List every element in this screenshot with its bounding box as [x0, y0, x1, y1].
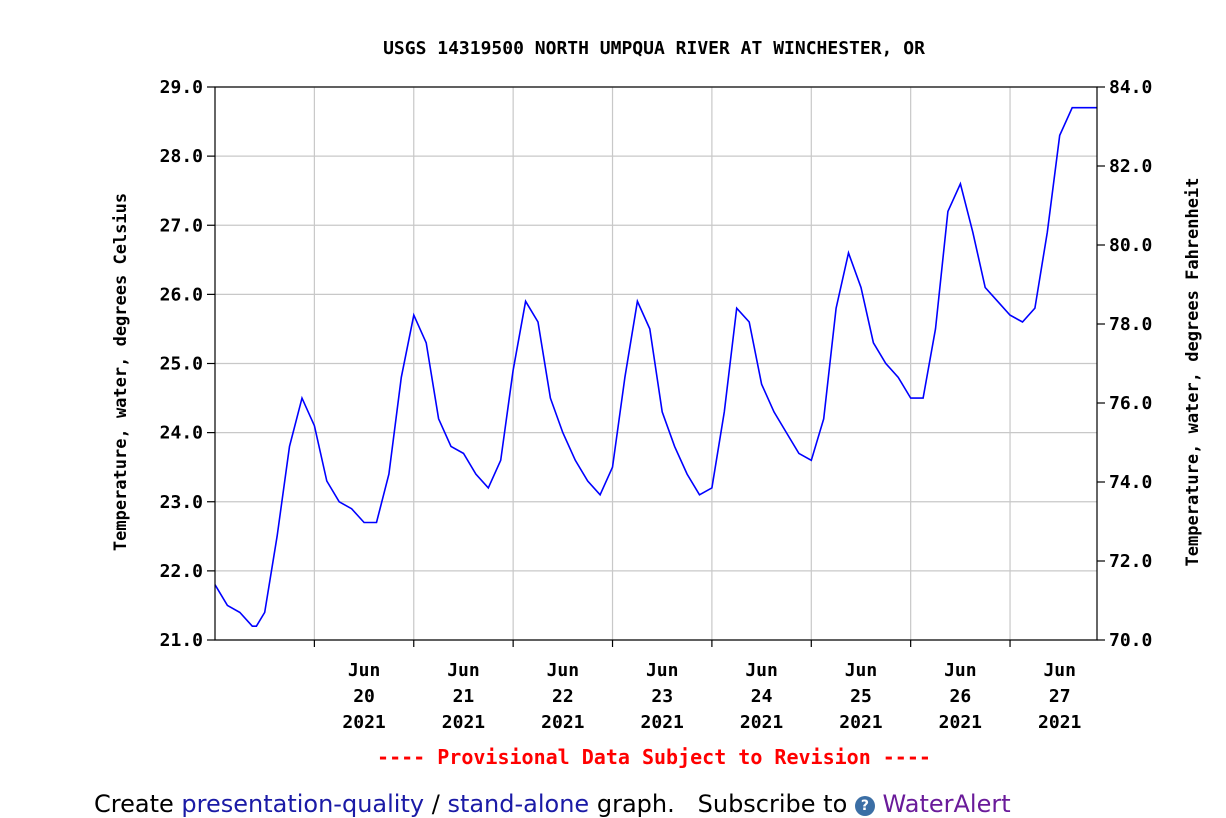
wateralert-link[interactable]: WaterAlert [882, 790, 1011, 818]
y-right-tick-label: 72.0 [1109, 551, 1152, 572]
x-tick-label: Jun 26 2021 [939, 660, 982, 733]
y-tick-label: 27.0 [160, 215, 203, 236]
y-right-tick-label: 70.0 [1109, 630, 1152, 651]
grid-lines [215, 86, 1097, 641]
y-axis-label-right: Temperature, water, degrees Fahrenheit [1183, 178, 1203, 567]
slash-text: / [431, 790, 440, 818]
temperature-series-line [214, 106, 1097, 627]
y-tick-label: 22.0 [160, 561, 203, 582]
x-tick-label: Jun 22 2021 [541, 660, 584, 733]
x-tick-label: Jun 21 2021 [442, 660, 485, 733]
right-y-axis: 70.0 72.0 74.0 76.0 78.0 80.0 82.0 84.0 [1097, 77, 1152, 651]
subscribe-text: Subscribe to [697, 790, 848, 818]
x-tick-label: Jun 24 2021 [740, 660, 783, 733]
graph-text: graph. [596, 790, 675, 818]
graph-footer: Create presentation-quality / stand-alon… [94, 790, 1011, 818]
y-right-tick-label: 80.0 [1109, 235, 1152, 256]
y-tick-label: 25.0 [160, 354, 203, 375]
y-right-tick-label: 78.0 [1109, 314, 1152, 335]
plot-frame [214, 86, 1098, 641]
hydrograph-chart: USGS 14319500 NORTH UMPQUA RIVER AT WINC… [111, 38, 1203, 769]
y-tick-label: 28.0 [160, 146, 203, 167]
x-axis: Jun 20 2021 Jun 21 2021 Jun 22 2021 Jun 23 2021 Jun 2… [313, 640, 1081, 733]
y-right-tick-label: 74.0 [1109, 472, 1152, 493]
y-right-tick-label: 82.0 [1109, 156, 1152, 177]
x-tick-label: Jun 27 2021 [1038, 660, 1081, 733]
x-tick-label: Jun 23 2021 [641, 660, 684, 733]
y-right-tick-label: 84.0 [1109, 77, 1152, 98]
y-right-tick-label: 76.0 [1109, 393, 1152, 414]
y-tick-label: 24.0 [160, 423, 203, 444]
y-tick-label: 21.0 [160, 630, 203, 651]
x-tick-label: Jun 20 2021 [342, 660, 385, 733]
y-tick-label: 26.0 [160, 284, 203, 305]
stand-alone-link[interactable]: stand-alone [447, 790, 590, 818]
presentation-quality-link[interactable]: presentation-quality [181, 790, 425, 818]
y-axis-label-left: Temperature, water, degrees Celsius [111, 193, 131, 551]
provisional-data-note: ---- Provisional Data Subject to Revisio… [377, 745, 931, 769]
help-icon[interactable]: ? [854, 796, 875, 816]
left-y-axis: 21.0 22.0 23.0 24.0 25.0 26.0 27.0 28.0 29.0 [160, 77, 215, 651]
y-tick-label: 29.0 [160, 77, 203, 98]
create-text: Create [94, 790, 174, 818]
chart-title: USGS 14319500 NORTH UMPQUA RIVER AT WINC… [383, 38, 925, 59]
x-tick-label: Jun 25 2021 [839, 660, 882, 733]
y-tick-label: 23.0 [160, 492, 203, 513]
